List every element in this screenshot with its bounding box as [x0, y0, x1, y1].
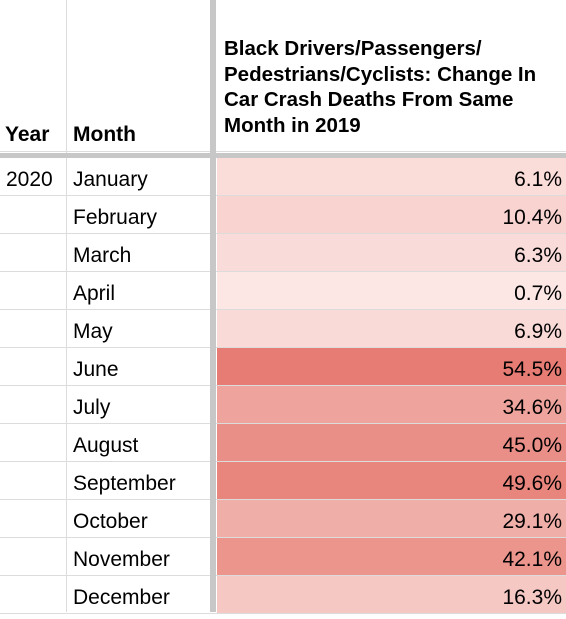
- cell-change[interactable]: 29.1%: [217, 500, 566, 537]
- frozen-column-divider[interactable]: [210, 0, 216, 612]
- header-year-label: Year: [5, 123, 50, 146]
- cell-change[interactable]: 6.1%: [217, 158, 566, 195]
- header-cell-month[interactable]: Month: [67, 0, 211, 152]
- table-row: October 29.1%: [0, 500, 566, 538]
- table-row: July 34.6%: [0, 386, 566, 424]
- cell-month[interactable]: January: [73, 168, 148, 191]
- cell-change[interactable]: 45.0%: [217, 424, 566, 461]
- cell-year[interactable]: [0, 500, 66, 537]
- cell-month[interactable]: February: [73, 206, 158, 229]
- cell-month[interactable]: July: [73, 396, 111, 419]
- cell-month[interactable]: September: [73, 472, 176, 495]
- cell-month[interactable]: August: [73, 434, 139, 457]
- header-change-label: Black Drivers/Passengers/ Pedestrians/Cy…: [224, 37, 537, 137]
- cell-year[interactable]: [0, 424, 66, 461]
- cell-year[interactable]: [0, 348, 66, 385]
- cell-year[interactable]: [0, 462, 66, 499]
- column-divider: [66, 0, 67, 612]
- cell-year[interactable]: [0, 196, 66, 233]
- cell-month[interactable]: June: [73, 358, 119, 381]
- cell-change[interactable]: 49.6%: [217, 462, 566, 499]
- cell-year[interactable]: [0, 386, 66, 423]
- cell-year[interactable]: [0, 538, 66, 575]
- cell-year[interactable]: [0, 272, 66, 309]
- table-row: May 6.9%: [0, 310, 566, 348]
- table-row: September 49.6%: [0, 462, 566, 500]
- cell-change[interactable]: 54.5%: [217, 348, 566, 385]
- cell-year[interactable]: 2020: [6, 168, 53, 191]
- header-cell-year[interactable]: Year: [0, 0, 66, 152]
- table-row: August 45.0%: [0, 424, 566, 462]
- cell-change[interactable]: 10.4%: [217, 196, 566, 233]
- table-row: November 42.1%: [0, 538, 566, 576]
- table-row: March 6.3%: [0, 234, 566, 272]
- cell-year[interactable]: [0, 234, 66, 271]
- cell-month[interactable]: April: [73, 282, 116, 305]
- cell-change[interactable]: 6.9%: [217, 310, 566, 347]
- cell-change[interactable]: 6.3%: [217, 234, 566, 271]
- table-row: December 16.3%: [0, 576, 566, 614]
- cell-month[interactable]: October: [73, 510, 148, 533]
- cell-month[interactable]: March: [73, 244, 132, 267]
- cell-year[interactable]: [0, 310, 66, 347]
- cell-change[interactable]: 0.7%: [217, 272, 566, 309]
- frozen-row-divider[interactable]: [0, 153, 566, 158]
- cell-month[interactable]: May: [73, 320, 113, 343]
- table-row: June 54.5%: [0, 348, 566, 386]
- table-row: 2020 January 6.1%: [0, 158, 566, 196]
- cell-year[interactable]: [0, 576, 66, 613]
- header-month-label: Month: [73, 123, 136, 146]
- table-body: 2020 January 6.1% February 10.4% March 6.3% Apr…: [0, 158, 566, 614]
- cell-change[interactable]: 34.6%: [217, 386, 566, 423]
- header-cell-change[interactable]: Black Drivers/Passengers/ Pedestrians/Cy…: [218, 0, 566, 152]
- cell-change[interactable]: 42.1%: [217, 538, 566, 575]
- table-row: February 10.4%: [0, 196, 566, 234]
- cell-change[interactable]: 16.3%: [217, 576, 566, 613]
- header-row: Year Month Black Drivers/Passengers/ Ped…: [0, 0, 566, 152]
- table-row: April 0.7%: [0, 272, 566, 310]
- cell-month[interactable]: December: [73, 586, 170, 609]
- cell-month[interactable]: November: [73, 548, 170, 571]
